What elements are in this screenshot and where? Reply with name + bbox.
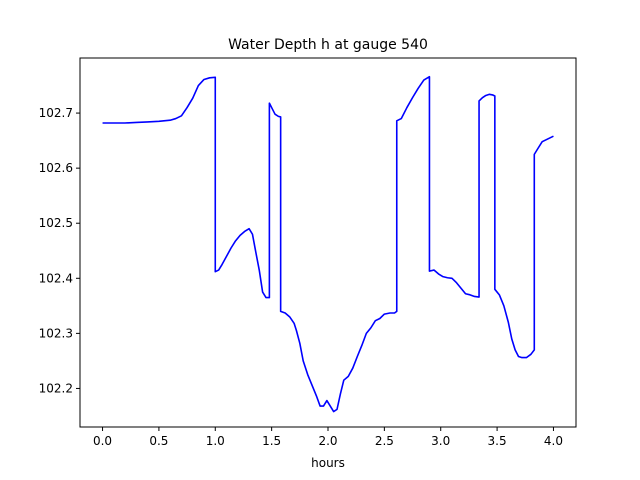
x-tick-label: 1.0 bbox=[206, 434, 225, 448]
x-tick-label: 2.5 bbox=[375, 434, 394, 448]
x-tick-label: 0.5 bbox=[149, 434, 168, 448]
y-tick-label: 102.6 bbox=[39, 161, 73, 175]
chart-title: Water Depth h at gauge 540 bbox=[228, 37, 428, 53]
x-tick-label: 4.0 bbox=[544, 434, 563, 448]
y-tick-label: 102.2 bbox=[39, 381, 73, 395]
plot-area bbox=[80, 58, 576, 427]
series-layer bbox=[102, 75, 554, 413]
y-axis-ticks: 102.2 102.3 102.4 102.5 102.6 102.7 bbox=[39, 106, 80, 395]
y-tick-label: 102.5 bbox=[39, 216, 73, 230]
x-axis-ticks: 0.0 0.5 1.0 1.5 2.0 2.5 3.0 3.5 4.0 bbox=[93, 427, 563, 448]
x-tick-label: 2.0 bbox=[318, 434, 337, 448]
y-tick-label: 102.3 bbox=[39, 326, 73, 340]
x-tick-label: 3.5 bbox=[488, 434, 507, 448]
x-tick-label: 3.0 bbox=[431, 434, 450, 448]
y-tick-label: 102.4 bbox=[39, 271, 73, 285]
plot-frame bbox=[79, 57, 577, 428]
x-tick-label: 1.5 bbox=[262, 434, 281, 448]
x-tick-label: 0.0 bbox=[93, 434, 112, 448]
y-tick-label: 102.7 bbox=[39, 106, 73, 120]
x-axis-label: hours bbox=[311, 456, 345, 470]
series-line-0 bbox=[102, 75, 554, 413]
